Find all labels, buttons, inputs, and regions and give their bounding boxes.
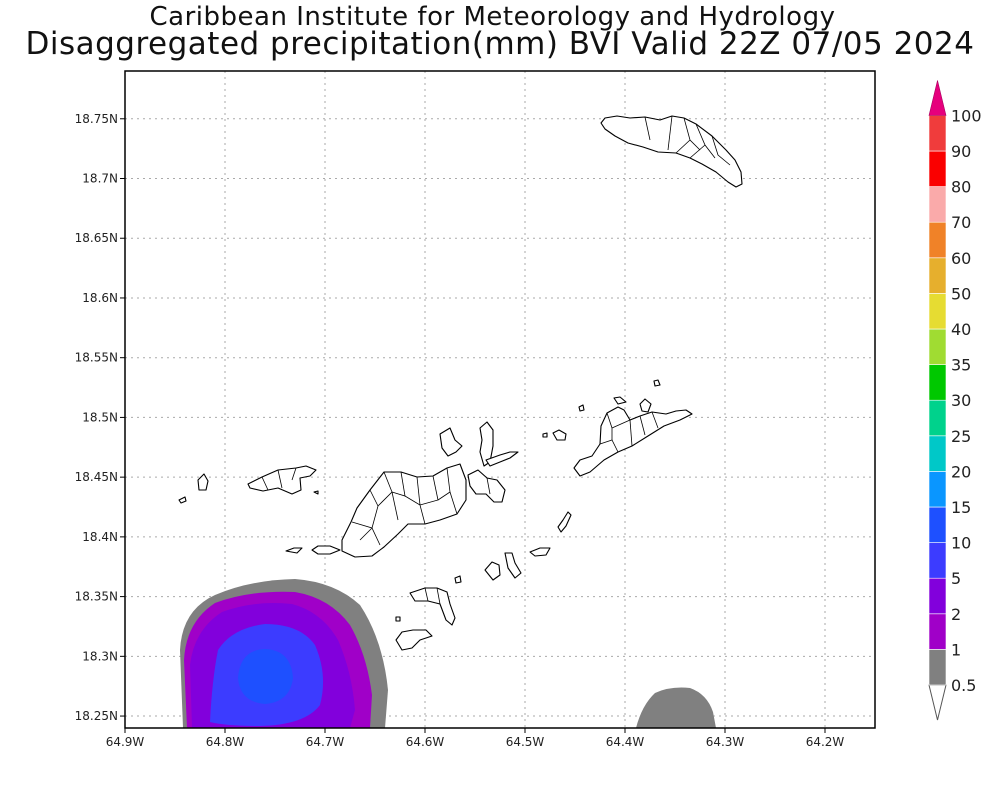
colorbar-label: 50 xyxy=(951,284,971,303)
y-tick-label: 18.55N xyxy=(75,351,118,365)
colorbar-label: 60 xyxy=(951,249,971,268)
colorbar-swatch xyxy=(928,186,947,223)
y-tick-label: 18.45N xyxy=(75,470,118,484)
island-anegada xyxy=(600,115,743,188)
x-tick-label: 64.7W xyxy=(306,735,345,749)
island-cay-dot xyxy=(542,432,548,438)
map-title-institute: Caribbean Institute for Meteorology and … xyxy=(149,2,836,32)
colorbar-over-triangle xyxy=(928,80,947,116)
island-marina-cay xyxy=(552,429,567,441)
island-virgin-gorda xyxy=(573,406,693,477)
island-scrub xyxy=(485,451,519,467)
island-norman xyxy=(395,629,433,651)
map-title-product: Disaggregated precipitation(mm) BVI Vali… xyxy=(25,26,975,62)
y-tick-label: 18.75N xyxy=(75,112,118,126)
y-axis-ticks: 18.75N 18.7N 18.65N 18.6N 18.55N 18.5N 18.45N 1… xyxy=(75,112,125,723)
precip-field xyxy=(180,579,716,728)
colorbar-swatch xyxy=(928,364,947,401)
colorbar-swatch xyxy=(928,293,947,330)
island-cooper xyxy=(484,561,501,581)
x-tick-label: 64.6W xyxy=(406,735,445,749)
y-tick-label: 18.25N xyxy=(75,709,118,723)
y-tick-label: 18.65N xyxy=(75,231,118,245)
island-dog xyxy=(578,404,585,412)
colorbar-label: 1 xyxy=(951,640,961,659)
colorbar-label: 100 xyxy=(951,106,982,125)
y-tick-label: 18.3N xyxy=(82,649,118,663)
colorbar-label: 5 xyxy=(951,569,961,588)
island-sandy-cay xyxy=(197,473,209,491)
map-gridlines xyxy=(125,71,875,728)
island-beef-island xyxy=(467,469,506,503)
x-tick-label: 64.3W xyxy=(706,735,745,749)
island-ginger xyxy=(529,547,551,557)
colorbar-swatch xyxy=(928,150,947,187)
colorbar-label: 35 xyxy=(951,356,971,375)
colorbar-swatch xyxy=(928,257,947,294)
x-tick-label: 64.2W xyxy=(806,735,845,749)
island-mosquito xyxy=(639,398,652,413)
island-guana xyxy=(439,427,463,457)
island-necker xyxy=(653,379,661,387)
colorbar-swatch xyxy=(928,506,947,543)
x-axis-ticks: 64.9W 64.8W 64.7W 64.6W 64.5W 64.4W 64.3W 64.2W xyxy=(106,728,845,749)
colorbar-swatch xyxy=(928,613,947,650)
colorbar-label: 15 xyxy=(951,498,971,517)
y-tick-label: 18.6N xyxy=(82,291,118,305)
island-west-end-dot xyxy=(313,490,319,495)
colorbar-label: 70 xyxy=(951,213,971,232)
island-fallen-jerusalem xyxy=(557,511,572,533)
island-great-thatch xyxy=(178,496,187,504)
colorbar-swatch xyxy=(928,542,947,579)
colorbar-swatch xyxy=(928,399,947,437)
colorbar-swatch xyxy=(928,435,947,472)
plot-frame xyxy=(124,70,876,729)
island-peter xyxy=(409,587,456,626)
colorbar-label: 80 xyxy=(951,178,971,197)
island-little-thatch xyxy=(285,547,303,554)
y-tick-label: 18.35N xyxy=(75,590,118,604)
colorbar-label: 90 xyxy=(951,142,971,161)
colorbar-label: 0.5 xyxy=(951,676,976,695)
island-tortola xyxy=(341,463,467,558)
colorbar-swatch xyxy=(928,221,947,259)
colorbar-swatch xyxy=(928,649,947,686)
colorbar-label: 30 xyxy=(951,391,971,410)
island-district-lines xyxy=(261,115,731,605)
y-tick-label: 18.5N xyxy=(82,410,118,424)
colorbar-swatch xyxy=(928,577,947,615)
colorbar-swatch xyxy=(928,471,947,508)
colorbar-swatch xyxy=(928,115,947,152)
island-salt xyxy=(504,552,522,579)
x-tick-label: 64.4W xyxy=(606,735,645,749)
x-tick-label: 64.5W xyxy=(506,735,545,749)
colorbar-label: 40 xyxy=(951,320,971,339)
colorbar-label: 10 xyxy=(951,534,971,553)
x-tick-label: 64.9W xyxy=(106,735,145,749)
precip-se-0.5mm xyxy=(636,687,716,728)
island-eustatia xyxy=(613,396,627,405)
islands xyxy=(178,115,743,651)
colorbar-label: 20 xyxy=(951,462,971,481)
y-tick-label: 18.7N xyxy=(82,172,118,186)
island-round-rock xyxy=(395,616,401,622)
x-tick-label: 64.8W xyxy=(206,735,245,749)
colorbar-label: 2 xyxy=(951,605,961,624)
island-carvel xyxy=(454,575,462,584)
precip-sw-10mm xyxy=(238,649,293,704)
island-frenchmans-cay xyxy=(311,545,341,555)
colorbar-under-triangle xyxy=(928,684,947,721)
island-jost-van-dyke xyxy=(247,465,317,495)
colorbar-swatch xyxy=(928,328,947,365)
y-tick-label: 18.4N xyxy=(82,530,118,544)
colorbar-label: 25 xyxy=(951,427,971,446)
